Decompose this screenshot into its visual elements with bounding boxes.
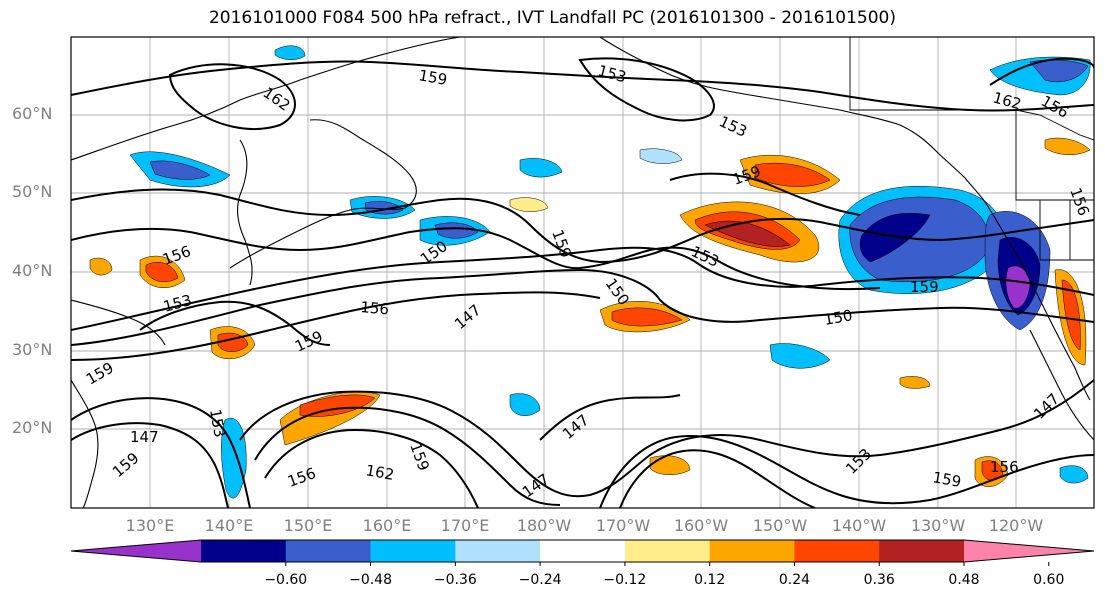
coastlines <box>71 37 1094 508</box>
contour-label: 156 <box>990 458 1019 476</box>
colorbar-segment <box>794 540 880 562</box>
lon-label: 180°W <box>516 516 572 535</box>
lat-label: 20°N <box>12 418 53 437</box>
contour-label: 156 <box>360 298 390 318</box>
blob-positive <box>1044 137 1091 155</box>
blob-positive <box>89 257 113 276</box>
lon-label: 130°W <box>910 516 966 535</box>
colorbar-tick-label: 0.24 <box>778 572 811 588</box>
colorbar-tick-label: −0.60 <box>264 572 308 588</box>
blob-negative <box>1005 265 1031 309</box>
contour-label: 159 <box>910 278 939 296</box>
colorbar-segment <box>624 540 711 562</box>
colorbar <box>70 539 1095 566</box>
colorbar-extend-high <box>964 540 1094 562</box>
blob-positive <box>611 307 683 327</box>
contour-label: 159 <box>417 66 448 89</box>
colorbar-segment <box>370 540 456 562</box>
contour-label: 153 <box>206 408 229 439</box>
blob-negative <box>274 45 306 60</box>
map-title: 2016101000 F084 500 hPa refract., IVT La… <box>208 8 896 28</box>
blob-negative <box>639 148 683 164</box>
colorbar-tick-label: −0.12 <box>603 572 647 588</box>
colorbar-tick-label: −0.24 <box>518 572 562 588</box>
colorbar-segment <box>709 540 795 562</box>
contour-label: 159 <box>931 468 962 491</box>
colorbar-segment <box>540 540 626 562</box>
contour-label: 162 <box>364 461 395 484</box>
blob-positive <box>145 262 179 283</box>
lon-label: 150°W <box>752 516 808 535</box>
colorbar-segment <box>879 540 965 562</box>
lon-label: 170°E <box>440 516 490 535</box>
lat-label: 50°N <box>12 182 53 201</box>
lon-label: 170°W <box>595 516 651 535</box>
lat-label: 30°N <box>12 340 53 359</box>
lon-label: 120°W <box>988 516 1044 535</box>
blob-positive <box>899 376 931 389</box>
colorbar-outline <box>70 539 1095 563</box>
blob-negative <box>519 158 563 178</box>
blob-negative <box>509 393 541 416</box>
blob-positive <box>1061 279 1081 351</box>
contour-label: 147 <box>130 428 159 446</box>
lon-label: 160°W <box>673 516 729 535</box>
lon-label: 160°E <box>362 516 412 535</box>
colorbar-tick-label: 0.60 <box>1033 572 1065 588</box>
colorbar-tick-label: −0.36 <box>433 572 477 588</box>
lon-label: 130°E <box>125 516 175 535</box>
height-contours <box>71 57 1094 508</box>
blob-negative <box>1059 465 1089 484</box>
blob-negative <box>859 212 931 263</box>
colorbar-tick-label: −0.48 <box>349 572 392 588</box>
blob-positive <box>754 162 831 187</box>
colorbar-tick-label: 0.48 <box>948 572 980 588</box>
contour-label: 150 <box>823 306 854 329</box>
blob-negative <box>149 160 211 180</box>
colorbar-tick-label: 0.36 <box>863 572 895 588</box>
blob-negative <box>769 343 831 369</box>
blob-negative <box>434 222 479 239</box>
colorbar-tick-label: 0.12 <box>694 572 726 588</box>
lat-label: 40°N <box>12 261 53 280</box>
colorbar-segment <box>285 540 372 562</box>
lat-label: 60°N <box>12 104 53 123</box>
lon-label: 140°E <box>204 516 254 535</box>
colorbar-segment <box>201 540 287 562</box>
colorbar-segment <box>455 540 541 562</box>
colorbar-extend-low <box>71 540 201 562</box>
lon-label: 140°W <box>831 516 887 535</box>
map-frame <box>70 36 1095 509</box>
lon-label: 150°E <box>283 516 333 535</box>
blob-positive <box>509 197 549 212</box>
